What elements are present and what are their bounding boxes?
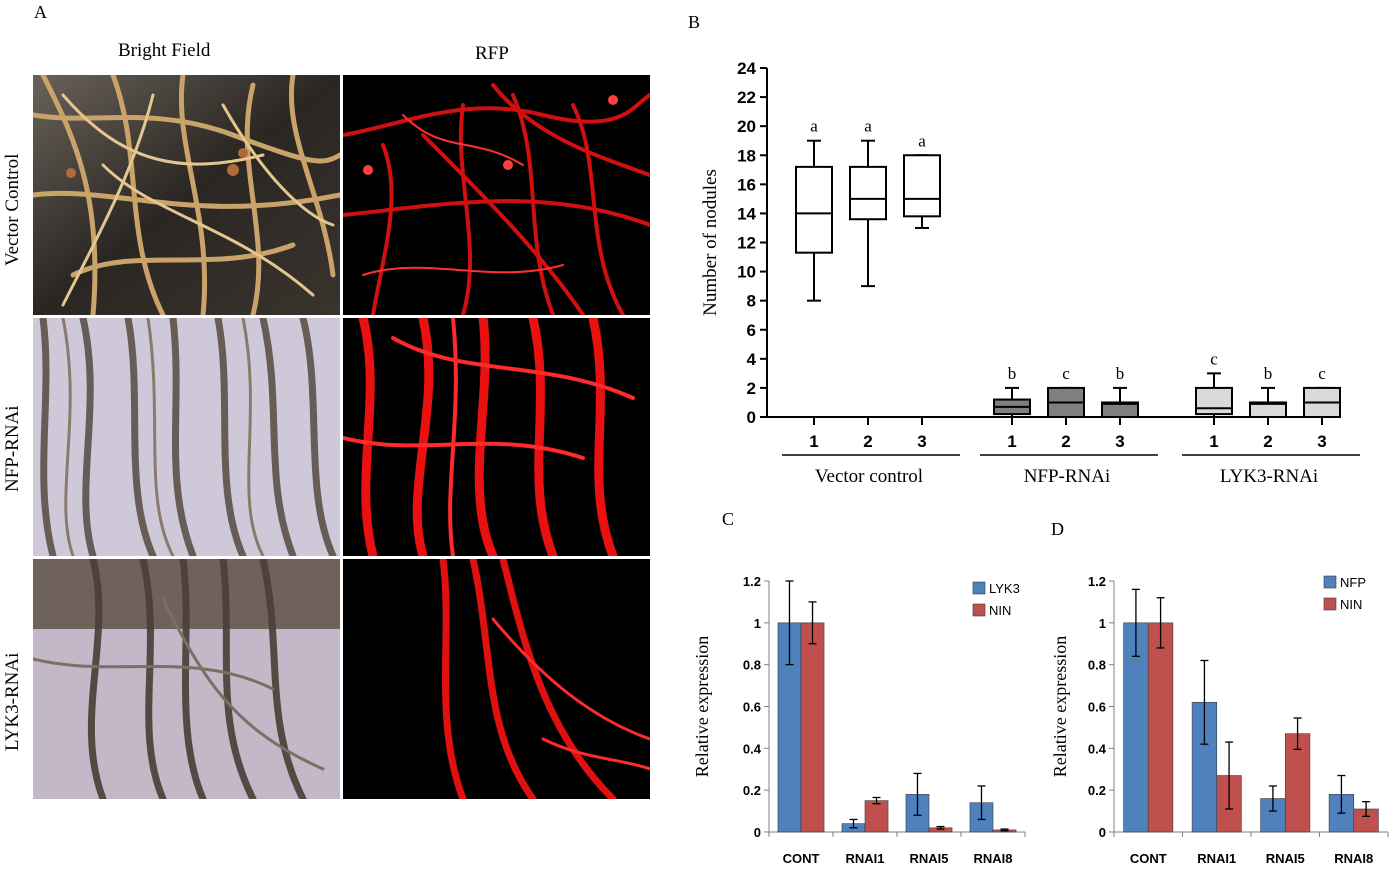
y-tick-label: 6 [747,321,756,340]
x-tick-label: 2 [1263,432,1272,451]
y-tick-label: 1.2 [1088,574,1106,589]
x-tick-label: RNAI5 [909,851,948,866]
y-tick-label: 1.2 [743,574,761,589]
chart-c: 0 0.2 0.4 0.6 0.8 1 1.2 Relative expression CONT… [692,574,1026,866]
x-tick-label: CONT [1130,851,1167,866]
legend-swatch [972,603,986,617]
x-tick-label: RNAI1 [1197,851,1236,866]
y-tick-label: 0.6 [1088,700,1106,715]
y-tick-label: 0.6 [743,700,761,715]
significance-letter: c [1318,364,1326,383]
legend-swatch [1323,575,1337,589]
panel-b-letter: B [688,12,701,32]
y-tick-label: 18 [737,146,756,165]
box [1195,386,1233,416]
bar [1147,622,1174,833]
legend-swatch [972,581,986,595]
x-tick-label: CONT [783,851,820,866]
legend-label: NIN [989,603,1011,618]
bar [864,800,889,833]
significance-letter: b [1264,364,1273,383]
chart-d: 0 0.2 0.4 0.6 0.8 1 1.2 Relative expression CONT… [1050,574,1389,866]
y-tick-label: 0.8 [1088,658,1106,673]
y-tick-label: 0.2 [743,783,761,798]
legend-label: LYK3 [989,581,1020,596]
y-tick-label: 0.2 [1088,783,1106,798]
significance-letter: a [864,117,872,136]
y-tick-label: 10 [737,263,756,282]
y-tick-label: 14 [737,204,756,223]
x-tick-label: 3 [917,432,926,451]
bright-field-nfp-rnai-image [33,318,340,556]
x-tick-label: RNAI8 [973,851,1012,866]
x-tick-label: 2 [863,432,872,451]
significance-letter: a [918,131,926,150]
x-tick-label: 1 [1209,432,1218,451]
x-tick-label: 1 [1007,432,1016,451]
significance-letter: b [1116,364,1125,383]
box [849,165,887,221]
bright-field-lyk3-rnai-image [33,559,340,799]
box [795,165,833,254]
x-tick-label: 2 [1061,432,1070,451]
y-tick-label: 2 [747,379,756,398]
y-tick-label: 22 [737,88,756,107]
y-tick-label: 20 [737,117,756,136]
legend-swatch [1323,597,1337,611]
row-label-nfp-rnai: NFP-RNAi [2,405,23,492]
x-tick-label: RNAI1 [845,851,884,866]
y-tick-label: 24 [737,59,756,78]
rfp-title: RFP [475,43,509,64]
y-tick-label: 1 [1099,616,1106,631]
x-tick-label: RNAI8 [1334,851,1373,866]
x-tick-label: 3 [1317,432,1326,451]
x-tick-label: 1 [809,432,818,451]
y-tick-label: 0 [754,825,761,840]
bright-field-vector-control-image [33,75,340,315]
y-axis-label: Relative expression [692,636,712,777]
box [1101,401,1139,419]
rfp-lyk3-rnai-image [343,559,650,799]
y-tick-label: 1 [754,616,761,631]
y-axis-label: Number of nodules [700,169,721,316]
y-tick-label: 8 [747,292,756,311]
rfp-nfp-rnai-image [343,318,650,556]
group-label: LYK3-RNAi [1220,466,1318,487]
group-label: NFP-RNAi [1024,466,1111,487]
bar [800,622,825,833]
bright-field-title: Bright Field [118,40,211,61]
panel-a-letter: A [34,2,47,22]
y-tick-label: 12 [737,234,756,253]
significance-letter: a [810,117,818,136]
panel-c-letter: C [722,509,735,529]
box [1249,401,1287,419]
y-axis-label: Relative expression [1050,636,1070,777]
row-label-vector-control: Vector Control [2,153,23,266]
y-tick-label: 0 [1099,825,1106,840]
significance-letter: b [1008,364,1017,383]
y-tick-label: 16 [737,175,756,194]
significance-letter: c [1210,349,1218,368]
rfp-vector-control-image [343,75,650,315]
y-tick-label: 0.8 [743,658,761,673]
y-tick-label: 0.4 [1088,741,1107,756]
legend-label: NIN [1340,597,1362,612]
group-label: Vector control [815,466,923,487]
x-tick-label: 3 [1115,432,1124,451]
y-tick-label: 4 [747,350,757,369]
legend-label: NFP [1340,575,1366,590]
y-tick-label: 0.4 [743,741,762,756]
panel-d-letter: D [1051,519,1064,539]
significance-letter: c [1062,364,1070,383]
x-tick-label: RNAI5 [1266,851,1305,866]
box [903,154,941,218]
y-tick-label: 0 [747,408,756,427]
row-label-lyk3-rnai: LYK3-RNAi [2,652,23,751]
